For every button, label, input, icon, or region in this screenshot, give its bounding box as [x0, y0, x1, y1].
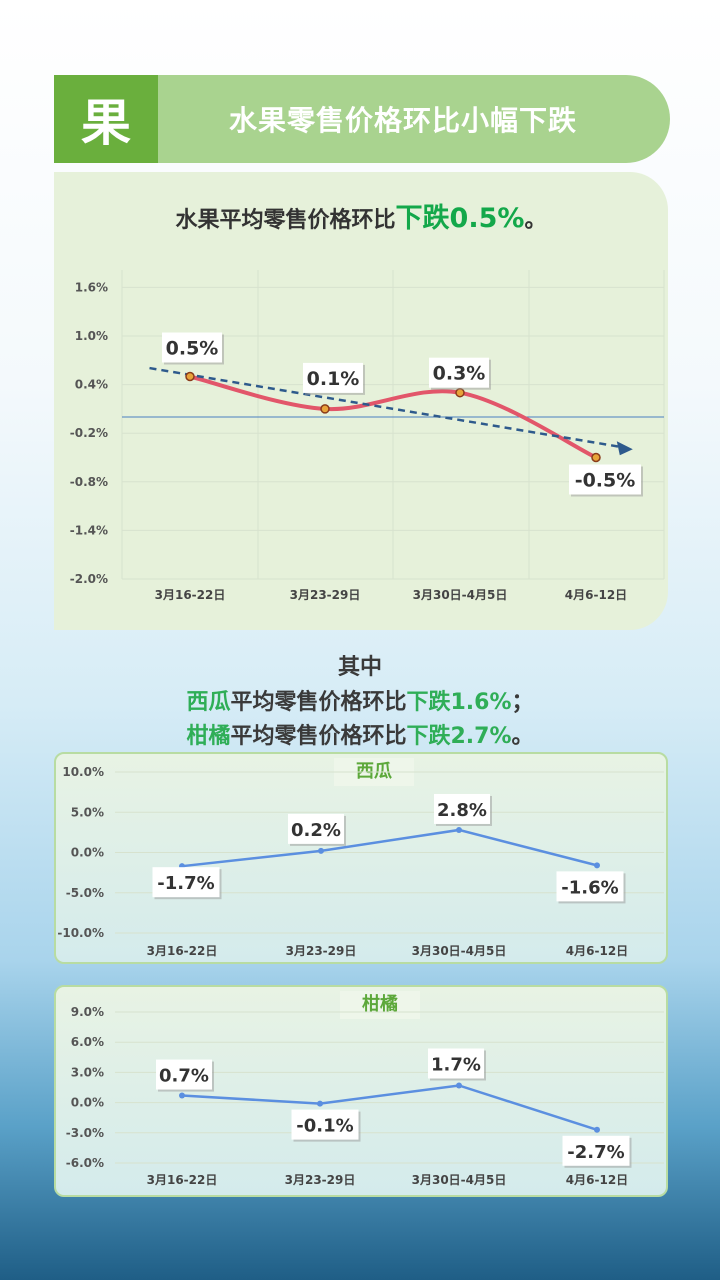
data-label: 2.8% — [437, 800, 487, 821]
x-tick-label: 4月6-12日 — [566, 1173, 628, 1187]
watermelon-text: 平均零售价格环比 — [230, 690, 407, 715]
main-title-prefix: 水果平均零售价格环比 — [175, 208, 396, 233]
main-chart-title: 水果平均零售价格环比下跌0.5%。 — [54, 196, 668, 235]
y-tick-label: 1.6% — [75, 280, 108, 294]
header-badge: 果 — [54, 75, 158, 163]
citrus-name: 柑橘 — [186, 724, 231, 749]
x-tick-label: 4月6-12日 — [565, 588, 627, 602]
citrus-end: 。 — [511, 724, 534, 749]
y-tick-label: -1.4% — [70, 523, 108, 537]
data-point — [320, 404, 330, 414]
data-point — [179, 1092, 185, 1099]
watermelon-change: 下跌1.6% — [406, 690, 512, 715]
data-label: 0.1% — [307, 368, 360, 390]
y-tick-label: -0.8% — [70, 475, 108, 489]
page-title: 水果零售价格环比小幅下跌 — [228, 104, 577, 137]
data-label: 0.5% — [166, 338, 219, 360]
data-label: -0.5% — [575, 470, 636, 492]
y-tick-label: -2.0% — [70, 572, 108, 586]
data-label: -1.6% — [561, 877, 618, 898]
data-label: -2.7% — [567, 1142, 624, 1163]
summary-citrus-line: 柑橘平均零售价格环比下跌2.7%。 — [0, 718, 720, 750]
data-label-box — [156, 1059, 212, 1090]
x-tick-label: 3月23-29日 — [290, 588, 361, 602]
citrus-text: 平均零售价格环比 — [230, 724, 407, 749]
y-tick-label: 1.0% — [75, 329, 108, 343]
data-label-box — [152, 867, 220, 898]
data-point — [594, 862, 600, 869]
main-chart-panel — [54, 172, 668, 630]
data-label: -1.7% — [157, 873, 214, 894]
x-tick-label: 3月30日-4月5日 — [412, 944, 507, 958]
data-label-box — [303, 362, 363, 393]
x-tick-label: 3月30日-4月5日 — [413, 588, 508, 602]
x-tick-label: 3月23-29日 — [285, 1173, 356, 1187]
citrus-chart-title: 柑橘 — [340, 991, 420, 1019]
main-title-suffix: 。 — [524, 208, 547, 233]
y-tick-label: 0.4% — [75, 378, 108, 392]
data-point — [591, 452, 601, 463]
data-label: 0.3% — [433, 363, 486, 385]
data-label-box — [562, 1135, 630, 1166]
data-point — [185, 371, 195, 382]
data-point — [318, 847, 324, 854]
data-point — [456, 1082, 462, 1089]
x-tick-label: 4月6-12日 — [566, 944, 628, 958]
series-line — [180, 1084, 599, 1132]
y-tick-label: 10.0% — [62, 765, 104, 779]
data-label-box — [288, 813, 344, 844]
watermelon-end: ； — [511, 690, 534, 715]
y-tick-label: -0.2% — [70, 426, 108, 440]
data-label-box — [556, 871, 624, 902]
watermelon-name: 西瓜 — [186, 690, 231, 715]
data-point — [456, 826, 462, 833]
y-tick-label: 0.0% — [71, 846, 104, 860]
x-tick-label: 3月16-22日 — [155, 588, 226, 602]
series-line — [188, 374, 598, 460]
series-line — [180, 828, 599, 868]
data-point — [594, 1126, 600, 1133]
trend-arrowhead — [616, 441, 633, 456]
data-label-box — [434, 793, 490, 824]
summary-heading: 其中 — [337, 655, 382, 680]
data-label: 0.2% — [291, 820, 341, 841]
y-tick-label: 3.0% — [71, 1065, 104, 1079]
data-label-box — [291, 1109, 359, 1140]
y-tick-label: 9.0% — [71, 1005, 104, 1019]
y-tick-label: -6.0% — [66, 1156, 104, 1170]
x-tick-label: 3月16-22日 — [147, 944, 218, 958]
data-label: 0.7% — [159, 1066, 209, 1087]
trend-line — [149, 366, 624, 449]
data-point — [317, 1100, 323, 1107]
y-tick-label: -10.0% — [57, 926, 104, 940]
data-label-box — [429, 357, 489, 388]
data-label: 1.7% — [431, 1054, 481, 1075]
summary-watermelon-line: 西瓜平均零售价格环比下跌1.6%； — [0, 684, 720, 716]
y-tick-label: -3.0% — [66, 1126, 104, 1140]
y-tick-label: 0.0% — [71, 1096, 104, 1110]
data-label-box — [162, 332, 222, 363]
data-label-box — [569, 464, 641, 495]
y-tick-label: 5.0% — [71, 805, 104, 819]
x-tick-label: 3月30日-4月5日 — [412, 1173, 507, 1187]
citrus-change: 下跌2.7% — [406, 724, 512, 749]
x-tick-label: 3月16-22日 — [147, 1173, 218, 1187]
main-title-highlight: 下跌0.5% — [395, 203, 525, 234]
data-label-box — [428, 1048, 484, 1079]
y-tick-label: 6.0% — [71, 1035, 104, 1049]
data-label: -0.1% — [296, 1116, 353, 1137]
y-tick-label: -5.0% — [66, 886, 104, 900]
x-tick-label: 3月23-29日 — [286, 944, 357, 958]
